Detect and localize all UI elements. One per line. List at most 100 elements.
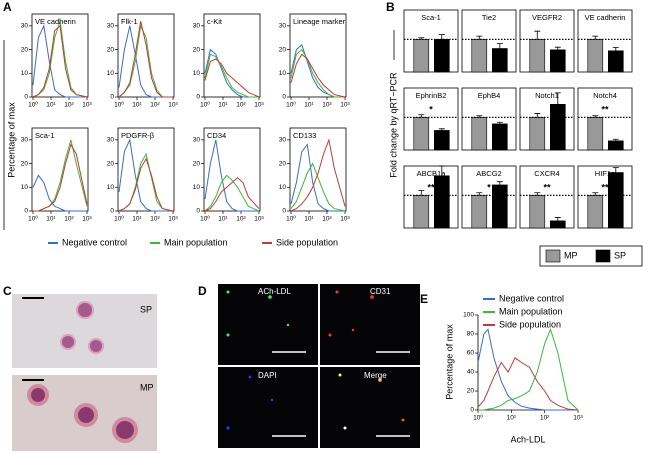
panel-title: CXCR4 xyxy=(534,169,559,178)
legend-swatch xyxy=(545,249,561,263)
plot-frame xyxy=(461,87,517,151)
y-tick-label: 0 xyxy=(282,208,286,215)
bar xyxy=(491,123,508,151)
y-tick-label: 10 xyxy=(279,70,287,77)
significance: ** xyxy=(427,182,435,192)
y-tick-label: 30 xyxy=(21,137,29,144)
histogram-line xyxy=(32,24,88,98)
histogram-line xyxy=(33,143,88,212)
y-tick-label: 10 xyxy=(107,70,115,77)
y-tick-label: 20 xyxy=(193,160,201,167)
panel-title: ABCB1a xyxy=(417,169,447,178)
y-tick-label: 20 xyxy=(279,46,287,53)
histogram-line xyxy=(204,58,260,98)
x-tick-label: 10⁰ xyxy=(200,215,210,223)
bar xyxy=(607,172,624,229)
y-tick-label: 0 xyxy=(196,94,200,101)
histogram-line xyxy=(290,43,345,98)
significance: ** xyxy=(601,104,609,114)
histogram-line xyxy=(290,53,346,98)
error-bar xyxy=(418,190,425,196)
x-tick-label: 10⁰ xyxy=(200,101,210,109)
error-bar xyxy=(438,128,445,131)
plot-frame xyxy=(577,87,633,151)
x-tick-label: 10¹ xyxy=(218,216,228,223)
panel-label: E xyxy=(420,292,428,306)
panel-title: EphB4 xyxy=(478,91,501,100)
bar xyxy=(413,117,430,151)
panel-title: EphrinB2 xyxy=(416,91,447,100)
error-bar xyxy=(534,192,541,196)
x-tick-label: 10³ xyxy=(340,216,350,223)
error-bar xyxy=(554,46,561,50)
plot-frame xyxy=(117,13,175,98)
histogram-line xyxy=(290,162,346,212)
x-tick-label: 10¹ xyxy=(132,216,142,223)
histogram-line xyxy=(204,48,259,98)
y-tick-label: 40 xyxy=(467,369,475,376)
histogram-line xyxy=(32,20,88,98)
legend-label: Main population xyxy=(499,306,563,316)
x-tick-label: 10⁰ xyxy=(473,414,483,422)
bar xyxy=(587,195,604,229)
y-tick-label: 10 xyxy=(279,184,287,191)
y-tick-label: 10 xyxy=(21,184,29,191)
y-tick-label: 30 xyxy=(193,23,201,30)
panel-label: A xyxy=(3,0,12,14)
y-axis-label: Percentage of max xyxy=(6,102,16,178)
y-tick-label: 0 xyxy=(110,208,114,215)
y-tick-label: 0 xyxy=(24,94,28,101)
plot-frame xyxy=(519,87,575,151)
bar xyxy=(607,140,624,151)
panel-title: CD133 xyxy=(293,131,316,140)
y-axis-label: Fold change by qRT−PCR xyxy=(388,72,398,178)
panel-title: ABCG2 xyxy=(476,169,501,178)
x-tick-label: 10¹ xyxy=(304,102,314,109)
bar xyxy=(607,50,624,73)
x-tick-label: 10⁰ xyxy=(114,101,124,109)
y-tick-label: 20 xyxy=(107,46,115,53)
bar xyxy=(433,39,450,73)
plot-frame xyxy=(31,127,89,212)
y-tick-label: 20 xyxy=(467,388,475,395)
y-tick-label: 20 xyxy=(107,160,115,167)
panel-title: VE cadherin xyxy=(35,17,76,26)
error-bar xyxy=(612,167,619,173)
panel-label: D xyxy=(198,284,207,298)
cells xyxy=(27,384,138,443)
y-tick-label: 0 xyxy=(282,94,286,101)
plot-frame xyxy=(117,127,175,212)
x-tick-label: 10³ xyxy=(573,415,583,422)
error-bar xyxy=(612,47,619,51)
y-tick-label: 30 xyxy=(107,23,115,30)
significance: * xyxy=(429,104,433,114)
panel-title: Lineage marker xyxy=(293,17,346,26)
y-tick-label: 0 xyxy=(110,94,114,101)
error-bar xyxy=(534,113,541,118)
histogram-line xyxy=(477,328,578,411)
x-axis-label: Ach-LDL xyxy=(510,434,545,444)
x-tick-label: 10³ xyxy=(254,216,264,223)
plot-frame xyxy=(403,165,459,229)
histogram-line xyxy=(290,138,346,212)
panel-title: Flk-1 xyxy=(121,17,138,26)
x-tick-label: 10¹ xyxy=(46,102,56,109)
x-tick-label: 10² xyxy=(64,216,74,223)
x-tick-label: 10² xyxy=(540,415,550,422)
histogram-line xyxy=(33,139,88,212)
legend-label: MP xyxy=(564,250,578,260)
legend-label: Side population xyxy=(499,319,561,329)
bar xyxy=(587,39,604,73)
y-tick-label: 10 xyxy=(21,70,29,77)
panel-title: Tie2 xyxy=(482,13,496,22)
x-tick-label: 10³ xyxy=(340,102,350,109)
image-label: DAPI xyxy=(258,371,277,380)
plot-frame xyxy=(577,9,633,73)
significance: ** xyxy=(543,182,551,192)
y-tick-label: 60 xyxy=(467,350,475,357)
cells xyxy=(60,301,104,354)
bar xyxy=(413,195,430,229)
error-bar xyxy=(534,30,541,40)
histogram-line xyxy=(32,174,87,212)
x-tick-label: 10⁰ xyxy=(28,101,38,109)
